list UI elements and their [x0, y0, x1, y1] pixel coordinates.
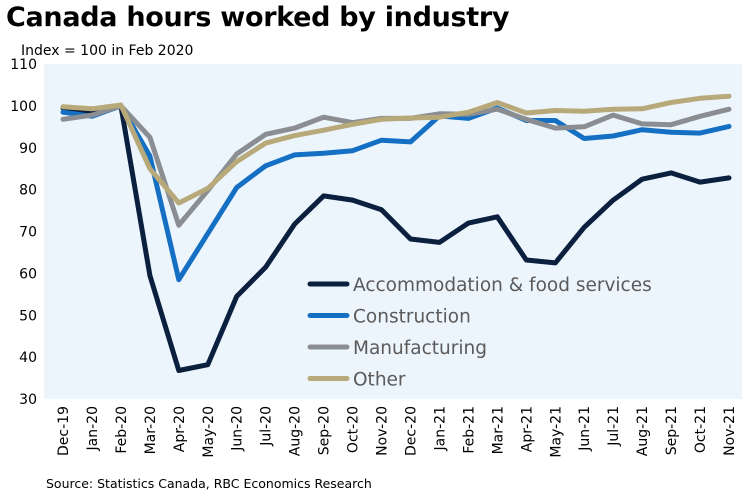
x-tick-label: Jun-20: [230, 406, 246, 452]
y-tick-label: 80: [19, 183, 37, 199]
x-tick-label: May-20: [201, 406, 217, 458]
x-tick-label: Mar-21: [490, 406, 506, 454]
y-tick-label: 50: [19, 308, 37, 324]
x-tick-label: Dec-20: [403, 406, 419, 456]
y-tick-label: 90: [19, 141, 37, 157]
y-tick-label: 30: [19, 392, 37, 408]
x-tick-label: Apr-20: [172, 406, 188, 452]
y-tick-label: 100: [10, 99, 37, 115]
x-tick-label: Nov-21: [722, 406, 738, 456]
x-tick-label: Feb-20: [114, 406, 130, 454]
x-tick-label: Jan-21: [432, 406, 448, 451]
x-tick-label: Jul-20: [259, 406, 275, 447]
legend-label: Other: [353, 370, 406, 391]
legend-label: Accommodation & food services: [353, 275, 652, 296]
chart-title: Canada hours worked by industry: [6, 2, 510, 33]
y-tick-label: 40: [19, 350, 37, 366]
x-tick-label: Aug-20: [288, 406, 304, 456]
x-tick-label: Jun-21: [577, 406, 593, 452]
x-tick-label: Jan-20: [85, 406, 101, 451]
chart-subtitle: Index = 100 in Feb 2020: [21, 43, 194, 59]
x-tick-label: Jul-21: [606, 406, 622, 447]
y-tick-label: 70: [19, 225, 37, 241]
x-tick-label: Sep-21: [664, 406, 680, 455]
x-tick-label: Feb-21: [461, 406, 477, 454]
y-tick-label: 110: [10, 57, 37, 73]
legend-label: Manufacturing: [353, 338, 487, 359]
source-note: Source: Statistics Canada, RBC Economics…: [46, 476, 372, 491]
x-tick-label: Apr-21: [519, 406, 535, 452]
x-tick-label: Aug-21: [635, 406, 651, 456]
y-tick-label: 60: [19, 266, 37, 282]
x-tick-label: Oct-20: [346, 406, 362, 453]
legend-label: Construction: [353, 307, 471, 328]
x-tick-label: Oct-21: [693, 406, 709, 453]
x-tick-label: Dec-19: [56, 406, 72, 456]
x-tick-label: Sep-20: [317, 406, 333, 455]
x-tick-label: Mar-20: [143, 406, 159, 454]
x-tick-label: Nov-20: [375, 406, 391, 456]
x-tick-label: May-21: [548, 406, 564, 458]
series-line-other: [60, 93, 732, 206]
series-line-construction: [60, 103, 732, 283]
series-line-accommodation-food-services: [60, 103, 732, 373]
